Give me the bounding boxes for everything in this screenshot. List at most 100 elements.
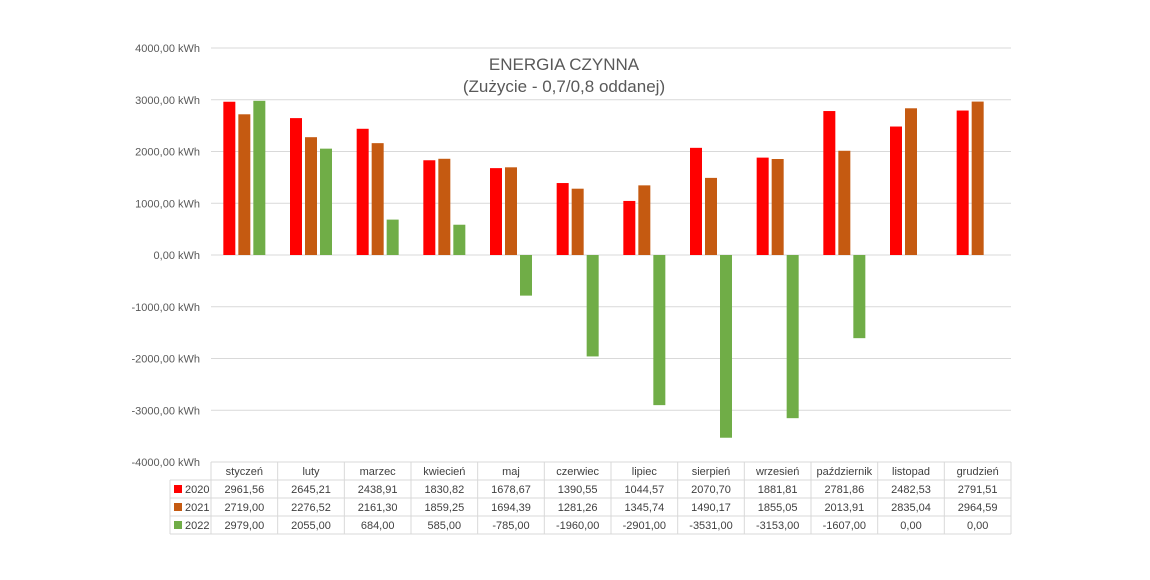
category-label: marzec [360, 466, 397, 478]
y-tick-label: -2000,00 kWh [132, 354, 200, 366]
bars [223, 100, 984, 438]
category-label: maj [502, 466, 520, 478]
bar-2020 [290, 118, 302, 255]
y-tick-label: 4000,00 kWh [135, 43, 200, 55]
data-label: 2835,04 [891, 502, 931, 514]
chart-subtitle: (Zużycie - 0,7/0,8 oddanej) [463, 77, 665, 96]
bar-2022 [720, 255, 732, 438]
bar-2020 [690, 147, 702, 255]
bar-2021 [971, 101, 984, 256]
data-label: -3531,00 [689, 520, 732, 532]
category-label: listopad [892, 466, 930, 478]
data-label: 2979,00 [224, 520, 264, 532]
bar-2021 [771, 159, 784, 255]
data-label: 2013,91 [824, 502, 864, 514]
data-label: 684,00 [361, 520, 395, 532]
data-label: 2161,30 [358, 502, 398, 514]
bar-2022 [853, 255, 866, 339]
data-label: 0,00 [900, 520, 921, 532]
bar-2022 [386, 219, 399, 255]
category-label: czerwiec [556, 466, 599, 478]
category-label: październik [817, 466, 873, 478]
bar-2022 [653, 255, 666, 406]
bar-2022 [453, 224, 466, 255]
data-label: 2781,86 [824, 484, 864, 496]
data-label: 2791,51 [958, 484, 998, 496]
y-tick-label: -1000,00 kWh [132, 302, 200, 314]
bar-2022 [253, 100, 266, 255]
y-tick-label: 0,00 kWh [154, 250, 200, 262]
bar-2020 [423, 160, 436, 255]
bar-2022 [786, 255, 799, 419]
bar-2022 [320, 148, 332, 255]
y-tick-label: 2000,00 kWh [135, 147, 200, 159]
bar-2022 [586, 255, 599, 357]
bar-2020 [890, 126, 902, 255]
category-label: sierpień [692, 466, 731, 478]
bar-2021 [705, 177, 717, 255]
data-label: 2482,53 [891, 484, 931, 496]
bar-2020 [223, 101, 236, 255]
data-label: -785,00 [492, 520, 529, 532]
bar-2021 [505, 167, 517, 255]
bar-2020 [823, 111, 836, 255]
data-label: 1281,26 [558, 502, 598, 514]
y-tick-label: 1000,00 kWh [135, 198, 200, 210]
legend-label-2021: 2021 [185, 502, 209, 514]
chart-title: ENERGIA CZYNNA [489, 55, 640, 74]
data-label: 1490,17 [691, 502, 731, 514]
data-label: -1960,00 [556, 520, 599, 532]
bar-2020 [490, 168, 502, 255]
data-label: -3153,00 [756, 520, 799, 532]
bar-2021 [638, 185, 651, 255]
data-label: 1859,25 [424, 502, 464, 514]
data-label: 1345,74 [624, 502, 664, 514]
data-label: 2276,52 [291, 502, 331, 514]
data-label: 2961,56 [224, 484, 264, 496]
data-label: 585,00 [428, 520, 462, 532]
data-label: 1830,82 [424, 484, 464, 496]
data-label: 1881,81 [758, 484, 798, 496]
bar-2021 [905, 108, 917, 255]
data-label: 2645,21 [291, 484, 331, 496]
data-label: 0,00 [967, 520, 988, 532]
y-tick-label: -4000,00 kWh [132, 457, 200, 469]
bar-2022 [520, 255, 532, 296]
data-table: styczeń luty marzec kwiecień maj czerwiec lipi… [169, 461, 1012, 535]
category-label: lipiec [632, 466, 658, 478]
bar-2021 [838, 150, 851, 255]
category-label: grudzień [957, 466, 999, 478]
data-label: 2070,70 [691, 484, 731, 496]
legend-label-2022: 2022 [185, 520, 209, 532]
legend-label-2020: 2020 [185, 484, 209, 496]
category-label: kwiecień [423, 466, 465, 478]
y-axis-tick-labels: 4000,00 kWh 3000,00 kWh 2000,00 kWh 1000,00… [132, 43, 200, 469]
data-label: -2901,00 [623, 520, 666, 532]
data-label: 1678,67 [491, 484, 531, 496]
category-label: styczeń [226, 466, 263, 478]
bar-2020 [956, 110, 969, 255]
bar-2020 [556, 183, 569, 255]
bar-2020 [756, 157, 769, 255]
legend-swatch-2021 [174, 503, 182, 511]
data-label: -1607,00 [823, 520, 866, 532]
data-label: 2055,00 [291, 520, 331, 532]
data-label: 1390,55 [558, 484, 598, 496]
category-label: wrzesień [755, 466, 799, 478]
legend-swatch-2020 [174, 485, 182, 493]
bar-2021 [305, 137, 317, 255]
data-label: 2964,59 [958, 502, 998, 514]
bar-2020 [356, 128, 369, 255]
bar-2021 [371, 143, 384, 255]
y-tick-label: -3000,00 kWh [132, 405, 200, 417]
bar-2021 [571, 188, 584, 255]
data-label: 1855,05 [758, 502, 798, 514]
bar-2020 [623, 200, 636, 255]
bar-2021 [238, 114, 251, 255]
data-label: 1694,39 [491, 502, 531, 514]
legend-swatch-2022 [174, 521, 182, 529]
category-label: luty [302, 466, 320, 478]
bar-2021 [438, 158, 451, 255]
data-label: 1044,57 [624, 484, 664, 496]
